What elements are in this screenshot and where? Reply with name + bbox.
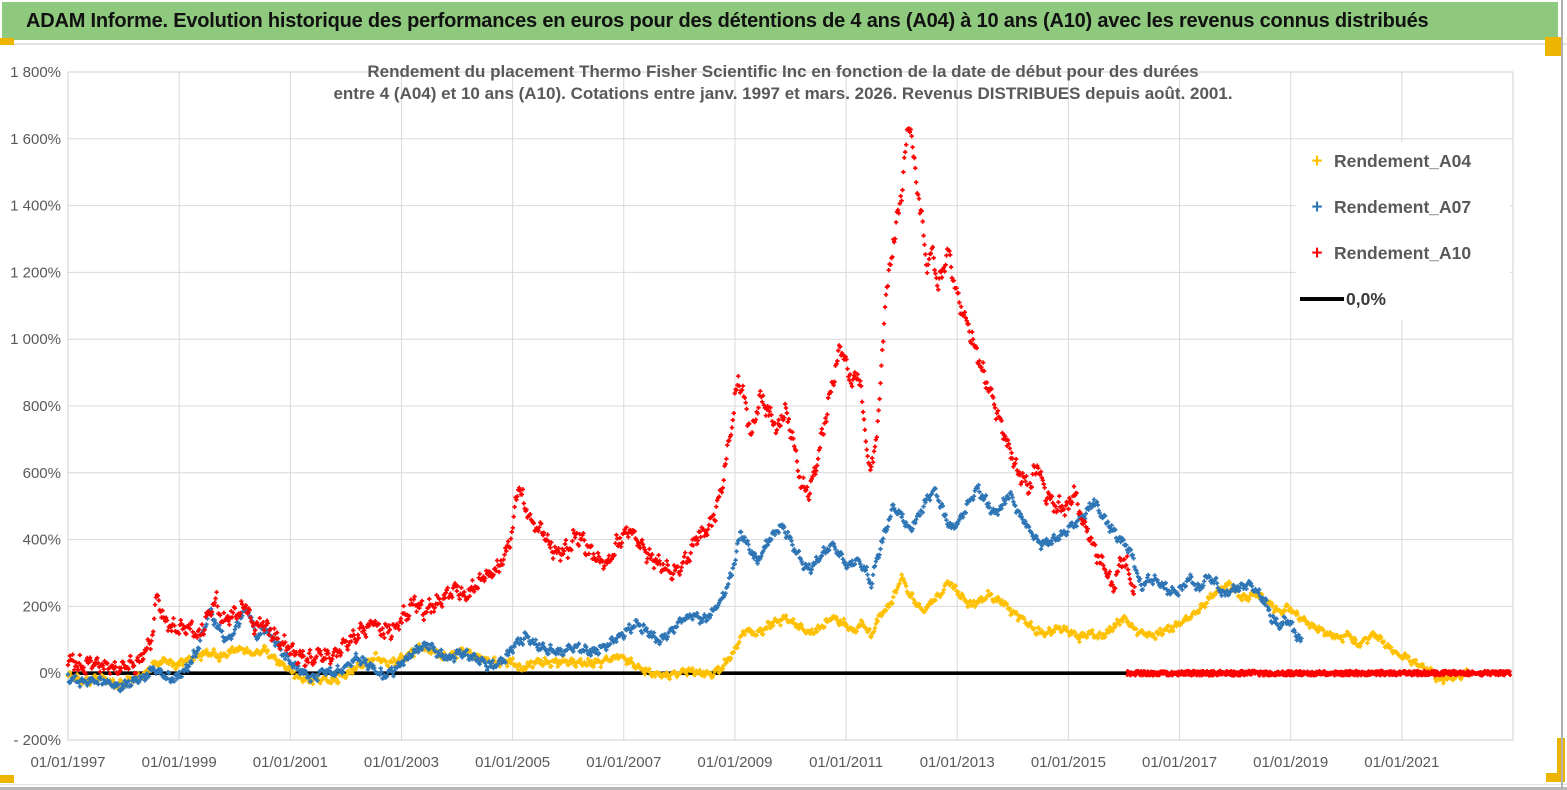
x-tick-label: 01/01/2021 — [1364, 754, 1439, 771]
y-tick-label: 400% — [23, 532, 61, 549]
x-tick-label: 01/01/2005 — [475, 754, 550, 771]
bottom-hairline — [0, 784, 1567, 785]
legend-label-a07: Rendement_A07 — [1334, 196, 1472, 217]
series-rendement_a07[interactable] — [65, 482, 1304, 694]
x-tick-label: 01/01/2007 — [586, 754, 661, 771]
report-title-bar: ADAM Informe. Evolution historique des p… — [2, 2, 1558, 40]
x-tick-label: 01/01/2011 — [809, 754, 883, 771]
legend-item-a10[interactable]: + Rendement_A10 — [1300, 230, 1505, 276]
y-tick-label: 1 200% — [10, 264, 61, 281]
gold-accent-top-left — [0, 38, 14, 45]
y-tick-label: 1 000% — [10, 331, 61, 348]
bottom-frame-line — [0, 787, 1567, 790]
plus-marker-a10-icon: + — [1311, 242, 1323, 264]
chart-title: Rendement du placement Thermo Fisher Sci… — [283, 61, 1283, 105]
y-tick-label: 800% — [23, 398, 61, 415]
x-tick-label: 01/01/2001 — [253, 754, 328, 771]
y-tick-label: - 200% — [13, 732, 61, 749]
x-tick-label: 01/01/1999 — [142, 754, 217, 771]
y-tick-label: 200% — [23, 598, 61, 615]
plot-border — [67, 71, 1514, 741]
gold-accent-bottom-left — [0, 775, 14, 783]
report-title: ADAM Informe. Evolution historique des p… — [26, 9, 1429, 32]
series-rendement_a10-future-zero[interactable] — [1125, 668, 1512, 678]
legend-background — [1296, 142, 1510, 320]
gold-accent-bottom-right — [1546, 773, 1565, 782]
y-tick-label: 1 600% — [10, 131, 61, 148]
y-axis-labels: 1 800% 1 600% 1 400% 1 200% 1 000% 800% 600% 40… — [10, 64, 61, 749]
legend-item-a04[interactable]: + Rendement_A04 — [1300, 138, 1505, 184]
zero-line-swatch — [1300, 297, 1344, 301]
x-tick-label: 01/01/2019 — [1253, 754, 1328, 771]
legend-item-zero-line[interactable]: 0,0% — [1300, 276, 1505, 322]
chart-title-line2: entre 4 (A04) et 10 ans (A10). Cotations… — [333, 84, 1233, 103]
right-frame-line — [1561, 0, 1563, 790]
y-tick-label: 1 800% — [10, 64, 61, 81]
plus-marker-a04-icon: + — [1311, 150, 1323, 172]
legend-label-a04: Rendement_A04 — [1334, 150, 1472, 171]
x-tick-label: 01/01/2009 — [697, 754, 772, 771]
gold-accent-top-right — [1545, 37, 1562, 56]
x-tick-label: 01/01/2017 — [1142, 754, 1217, 771]
x-tick-label: 01/01/2013 — [920, 754, 995, 771]
y-tick-label: 1 400% — [10, 198, 61, 215]
header-divider — [0, 43, 1567, 45]
x-axis-labels: 01/01/1997 01/01/1999 01/01/2001 01/01/2003… — [30, 754, 1439, 771]
series-rendement_a10[interactable] — [65, 126, 1137, 676]
plus-marker-a07-icon: + — [1311, 196, 1323, 218]
chart-legend: + Rendement_A04 + Rendement_A07 + Rendem… — [1300, 138, 1505, 322]
x-tick-label: 01/01/1997 — [30, 754, 105, 771]
x-tick-label: 01/01/2015 — [1031, 754, 1106, 771]
x-tick-label: 01/01/2003 — [364, 754, 439, 771]
legend-label-a10: Rendement_A10 — [1334, 242, 1472, 263]
chart-title-line1: Rendement du placement Thermo Fisher Sci… — [367, 62, 1199, 81]
legend-label-zero: 0,0% — [1346, 288, 1386, 309]
y-tick-label: 0% — [39, 665, 61, 682]
legend-item-a07[interactable]: + Rendement_A07 — [1300, 184, 1505, 230]
y-tick-label: 600% — [23, 465, 61, 482]
